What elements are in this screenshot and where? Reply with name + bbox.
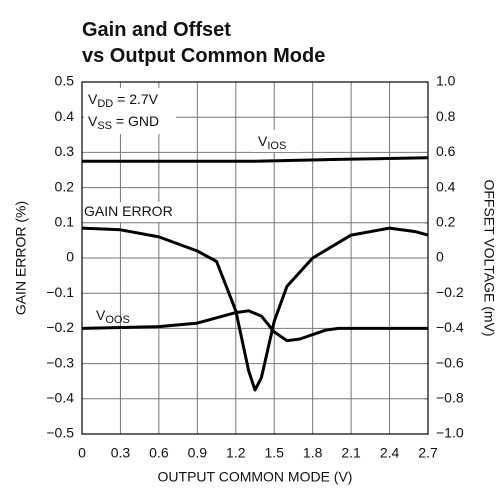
series-label-main: V bbox=[258, 133, 268, 149]
y2-tick-label: 0.4 bbox=[436, 178, 456, 194]
y2-axis-label: OFFSET VOLTAGE (mV) bbox=[481, 179, 497, 336]
series-line bbox=[82, 156, 429, 163]
y-tick-label: 0.4 bbox=[55, 108, 75, 124]
x-axis-label: OUTPUT COMMON MODE (V) bbox=[158, 469, 353, 485]
y-tick-label: −0.5 bbox=[46, 425, 74, 441]
y-tick-label: 0.1 bbox=[55, 214, 75, 230]
annotation: VSS = GND bbox=[88, 113, 159, 132]
y2-tick-label: −0.4 bbox=[436, 319, 464, 335]
annotation-tail: = GND bbox=[112, 113, 159, 129]
chart-title: Gain and Offset bbox=[82, 19, 231, 41]
y2-tick-label: 0.2 bbox=[436, 214, 456, 230]
y2-tick-label: −1.0 bbox=[436, 425, 464, 441]
plot-frame bbox=[81, 81, 429, 435]
x-tick-label: 1.8 bbox=[303, 445, 323, 461]
series-label-main: GAIN ERROR bbox=[84, 203, 173, 219]
series-label: GAIN ERROR bbox=[84, 203, 173, 219]
x-tick-label: 0.6 bbox=[149, 445, 169, 461]
label-background bbox=[84, 88, 176, 134]
y-tick-label: 0 bbox=[66, 249, 74, 265]
series-label-main: V bbox=[96, 307, 106, 323]
y-axis-label: GAIN ERROR (%) bbox=[13, 201, 29, 315]
annotation-sub: SS bbox=[97, 120, 112, 132]
y2-tick-label: 0 bbox=[436, 249, 444, 265]
y-tick-label: −0.3 bbox=[46, 354, 74, 370]
y-tick-label: −0.2 bbox=[46, 319, 74, 335]
x-tick-label: 2.4 bbox=[380, 445, 400, 461]
y2-tick-label: −0.6 bbox=[436, 354, 464, 370]
chart-title: vs Output Common Mode bbox=[82, 45, 325, 67]
y-tick-label: −0.4 bbox=[46, 390, 74, 406]
x-tick-label: 0.9 bbox=[188, 445, 208, 461]
y2-tick-label: 0.8 bbox=[436, 108, 456, 124]
label-background bbox=[252, 130, 302, 152]
annotation: VDD = 2.7V bbox=[88, 91, 159, 110]
series-label: VOOS bbox=[96, 307, 130, 326]
annotation-sub: DD bbox=[97, 98, 113, 110]
label-background bbox=[84, 202, 176, 222]
x-tick-label: 0 bbox=[78, 445, 86, 461]
x-tick-label: 0.3 bbox=[111, 445, 131, 461]
series-label-sub: OOS bbox=[105, 314, 129, 326]
annotation-main: V bbox=[88, 91, 98, 107]
series-label-sub: IOS bbox=[267, 140, 286, 152]
annotation-main: V bbox=[88, 113, 98, 129]
x-tick-label: 2.7 bbox=[418, 445, 438, 461]
x-tick-label: 1.2 bbox=[226, 445, 246, 461]
y-tick-label: 0.3 bbox=[55, 143, 75, 159]
series-line bbox=[81, 309, 428, 343]
y-tick-label: 0.5 bbox=[55, 73, 75, 89]
y2-tick-label: −0.2 bbox=[436, 284, 464, 300]
y-tick-label: 0.2 bbox=[55, 178, 75, 194]
y2-tick-label: 0.6 bbox=[436, 143, 456, 159]
series-line bbox=[81, 226, 429, 392]
x-tick-label: 1.5 bbox=[264, 445, 284, 461]
y2-tick-label: −0.8 bbox=[436, 390, 464, 406]
y-tick-label: −0.1 bbox=[46, 284, 74, 300]
annotation-tail: = 2.7V bbox=[113, 91, 158, 107]
x-tick-label: 2.1 bbox=[341, 445, 361, 461]
y2-tick-label: 1.0 bbox=[436, 73, 456, 89]
series-label: VIOS bbox=[258, 133, 286, 152]
